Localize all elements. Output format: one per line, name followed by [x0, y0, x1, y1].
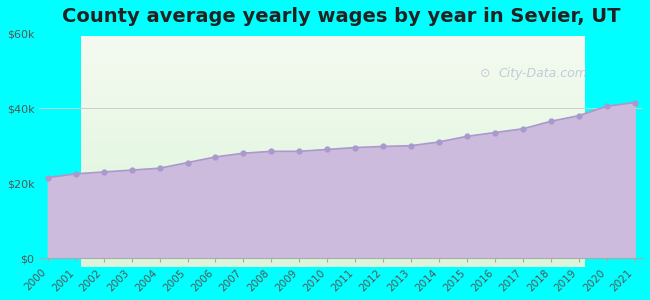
Title: County average yearly wages by year in Sevier, UT: County average yearly wages by year in S…	[62, 7, 621, 26]
Text: ⊙: ⊙	[480, 67, 491, 80]
Text: City-Data.com: City-Data.com	[498, 67, 587, 80]
